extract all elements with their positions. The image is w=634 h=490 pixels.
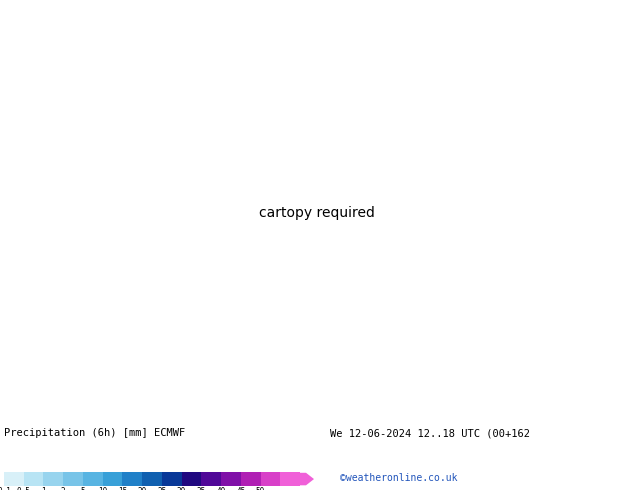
Text: 1: 1	[41, 487, 46, 490]
Bar	[63, 472, 83, 486]
Bar	[83, 472, 103, 486]
Text: 15: 15	[118, 487, 127, 490]
Bar	[202, 472, 221, 486]
FancyArrow shape	[300, 473, 314, 485]
Text: 5: 5	[81, 487, 85, 490]
Bar	[44, 472, 63, 486]
Text: Precipitation (6h) [mm] ECMWF: Precipitation (6h) [mm] ECMWF	[4, 428, 185, 438]
Text: 0.5: 0.5	[16, 487, 30, 490]
Text: We 12-06-2024 12..18 UTC (00+162: We 12-06-2024 12..18 UTC (00+162	[330, 428, 530, 438]
Text: 35: 35	[197, 487, 206, 490]
Bar	[261, 472, 280, 486]
Bar	[280, 472, 300, 486]
Bar	[23, 472, 44, 486]
Text: 0.1: 0.1	[0, 487, 11, 490]
Bar	[241, 472, 261, 486]
Bar	[142, 472, 162, 486]
Text: cartopy required: cartopy required	[259, 206, 375, 220]
Bar	[4, 472, 23, 486]
Text: 45: 45	[236, 487, 245, 490]
Bar	[221, 472, 241, 486]
Bar	[103, 472, 122, 486]
Text: 2: 2	[61, 487, 65, 490]
Bar	[181, 472, 202, 486]
Text: 10: 10	[98, 487, 107, 490]
Text: 50: 50	[256, 487, 265, 490]
Text: 20: 20	[138, 487, 146, 490]
Text: ©weatheronline.co.uk: ©weatheronline.co.uk	[340, 473, 458, 483]
Text: 25: 25	[157, 487, 167, 490]
Text: 40: 40	[216, 487, 226, 490]
Text: 30: 30	[177, 487, 186, 490]
Bar	[162, 472, 181, 486]
Bar	[122, 472, 142, 486]
